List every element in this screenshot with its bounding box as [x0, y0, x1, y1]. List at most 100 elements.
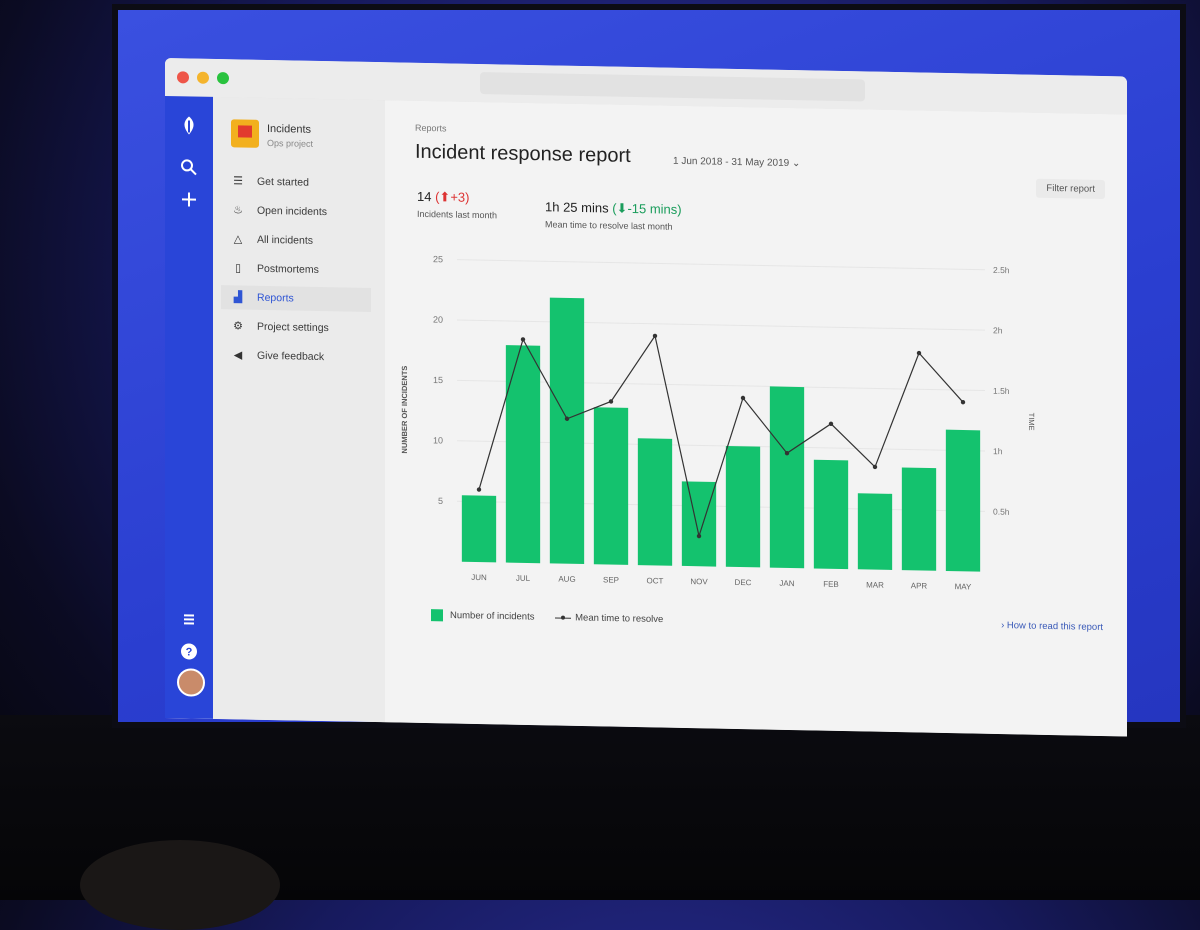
x-tick-label: JAN — [779, 579, 794, 588]
global-nav-rail: ? — [165, 96, 213, 719]
sidebar-item-open-incidents[interactable]: ♨ Open incidents — [221, 198, 371, 225]
incidents-count: 14 — [417, 189, 431, 204]
sidebar-item-label: Project settings — [257, 321, 329, 334]
maximize-window-button[interactable] — [217, 72, 229, 84]
report-content: Reports Incident response report 1 Jun 2… — [385, 100, 1127, 736]
sidebar-item-give-feedback[interactable]: ◀ Give feedback — [221, 343, 371, 370]
project-subtitle: Ops project — [267, 138, 313, 149]
menu-icon[interactable] — [178, 608, 200, 630]
bar-dec — [726, 446, 760, 567]
sidebar-item-label: Give feedback — [257, 350, 324, 363]
y-tick-label: 15 — [433, 375, 443, 385]
sidebar-item-all-incidents[interactable]: △ All incidents — [221, 227, 371, 254]
bar-aug — [550, 298, 584, 564]
incidents-stat: 14 (⬆+3) Incidents last month — [417, 189, 497, 221]
legend-bars-label: Number of incidents — [450, 610, 534, 623]
y-tick-label: 5 — [438, 496, 443, 506]
y-tick-label: 20 — [433, 315, 443, 325]
mttr-point-mar — [873, 465, 877, 469]
x-tick-label: MAY — [955, 582, 972, 591]
y-tick-label: 25 — [433, 254, 443, 264]
y-right-axis-label: TIME — [1027, 413, 1036, 431]
bar-chart-icon: ▟ — [231, 290, 245, 303]
sidebar-item-get-started[interactable]: ☰ Get started — [221, 169, 371, 196]
date-range-picker[interactable]: 1 Jun 2018 - 31 May 2019 ⌄ — [673, 156, 800, 169]
legend-line-swatch — [555, 617, 571, 618]
project-flag-icon — [231, 119, 259, 148]
sidebar-item-label: Postmortems — [257, 263, 319, 276]
sidebar-item-label: Open incidents — [257, 205, 327, 218]
sidebar-item-label: Get started — [257, 176, 309, 189]
svg-text:?: ? — [186, 646, 193, 658]
mttr-point-jun — [477, 487, 481, 491]
sidebar-item-label: Reports — [257, 292, 294, 305]
mttr-point-jul — [521, 337, 525, 341]
create-plus-icon[interactable] — [178, 188, 200, 210]
bar-jan — [770, 386, 804, 568]
mttr-delta: (⬇-15 mins) — [612, 201, 681, 217]
megaphone-icon: ◀ — [231, 348, 245, 361]
y-right-tick-label: 1.5h — [993, 386, 1010, 396]
document-icon: ▯ — [231, 261, 245, 274]
minimize-window-button[interactable] — [197, 72, 209, 84]
x-tick-label: DEC — [735, 578, 752, 587]
bar-jul — [506, 345, 540, 563]
sidebar-item-reports[interactable]: ▟ Reports — [221, 285, 371, 312]
mttr-point-may — [961, 400, 965, 404]
legend-bars-swatch — [431, 609, 443, 621]
address-bar[interactable] — [480, 72, 865, 101]
x-tick-label: MAR — [866, 580, 884, 589]
search-icon[interactable] — [178, 156, 200, 178]
y-right-tick-label: 1h — [993, 446, 1003, 456]
incidents-delta: (⬆+3) — [435, 189, 469, 205]
mttr-value: 1h 25 mins — [545, 199, 609, 215]
x-tick-label: JUL — [516, 574, 531, 583]
sidebar-item-project-settings[interactable]: ⚙ Project settings — [221, 314, 371, 341]
y-right-tick-label: 0.5h — [993, 506, 1010, 516]
list-icon: ☰ — [231, 174, 245, 187]
x-tick-label: JUN — [471, 573, 487, 582]
user-avatar[interactable] — [177, 668, 205, 697]
bar-sep — [594, 407, 628, 565]
mttr-stat: 1h 25 mins (⬇-15 mins) Mean time to reso… — [545, 199, 682, 232]
bar-feb — [814, 460, 848, 569]
x-tick-label: AUG — [558, 575, 575, 584]
x-tick-label: NOV — [690, 577, 708, 586]
how-to-read-link[interactable]: › How to read this report — [1001, 620, 1103, 633]
gridline — [457, 260, 985, 270]
filter-report-button[interactable]: Filter report — [1036, 179, 1105, 199]
y-axis-label: NUMBER OF INCIDENTS — [400, 366, 409, 454]
incidents-stat-label: Incidents last month — [417, 209, 497, 221]
bar-jun — [462, 495, 496, 562]
project-sidebar: Incidents Ops project ☰ Get started ♨ Op… — [213, 97, 385, 722]
gear-icon: ⚙ — [231, 319, 245, 332]
warning-icon: △ — [231, 232, 245, 245]
bar-oct — [638, 438, 672, 565]
bar-nov — [682, 481, 716, 566]
close-window-button[interactable] — [177, 71, 189, 83]
breadcrumb[interactable]: Reports — [415, 123, 447, 134]
bar-mar — [858, 493, 892, 570]
product-logo-icon[interactable] — [178, 114, 200, 136]
sidebar-item-postmortems[interactable]: ▯ Postmortems — [221, 256, 371, 283]
bar-may — [946, 430, 980, 572]
y-right-tick-label: 2.5h — [993, 265, 1010, 275]
app-window: ? Incidents Ops project ☰ Get started ♨ … — [165, 58, 1127, 736]
mttr-point-dec — [741, 396, 745, 400]
bar-apr — [902, 467, 936, 570]
mttr-point-apr — [917, 351, 921, 355]
x-tick-label: OCT — [647, 576, 664, 585]
y-tick-label: 10 — [433, 435, 443, 445]
fire-icon: ♨ — [231, 203, 245, 216]
sidebar-item-label: All incidents — [257, 234, 313, 247]
mttr-stat-label: Mean time to resolve last month — [545, 219, 682, 232]
legend-line-label: Mean time to resolve — [575, 612, 663, 625]
x-tick-label: APR — [911, 581, 928, 590]
page-title: Incident response report — [415, 141, 631, 168]
x-tick-label: SEP — [603, 575, 619, 584]
gridline — [457, 320, 985, 330]
audience-head — [80, 840, 280, 930]
x-tick-label: FEB — [823, 580, 839, 589]
help-icon[interactable]: ? — [178, 640, 200, 662]
